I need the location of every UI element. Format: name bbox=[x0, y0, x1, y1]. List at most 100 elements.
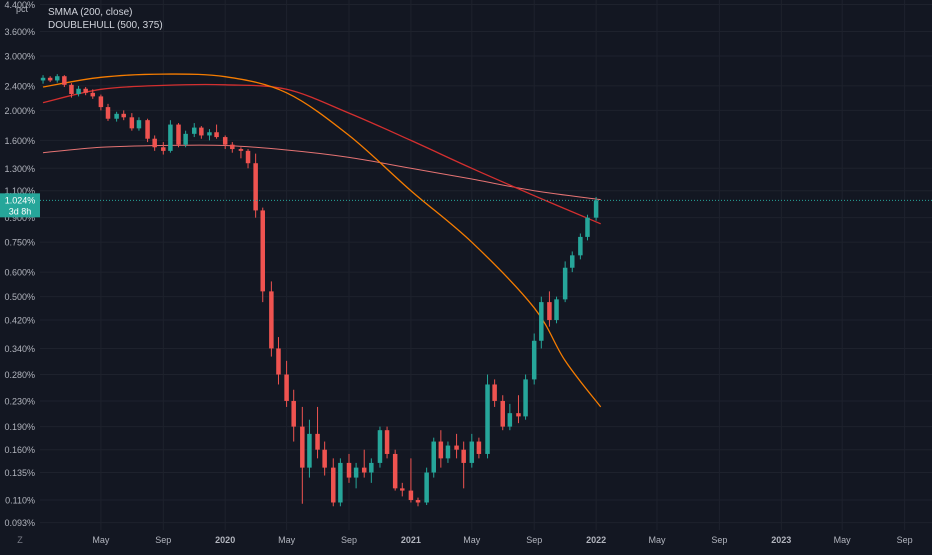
candle bbox=[62, 75, 67, 88]
candle bbox=[307, 419, 312, 478]
candle bbox=[238, 147, 244, 159]
y-tick-label: 0.280% bbox=[4, 370, 35, 380]
candle-body bbox=[222, 137, 228, 145]
candle bbox=[338, 458, 343, 507]
candle bbox=[176, 123, 181, 148]
candle-body bbox=[55, 76, 60, 81]
y-tick-label: 4.400% bbox=[4, 0, 35, 10]
candle bbox=[424, 467, 429, 506]
candle-body bbox=[136, 120, 142, 129]
candle bbox=[593, 196, 599, 221]
candle-body bbox=[276, 348, 281, 375]
candle-body bbox=[377, 430, 383, 463]
candle-body bbox=[554, 299, 559, 321]
candle bbox=[578, 233, 583, 260]
last-price-marker: 1.024%3d 8h bbox=[0, 193, 932, 218]
candle bbox=[392, 449, 398, 491]
candle-body bbox=[469, 441, 475, 463]
candle bbox=[369, 458, 374, 483]
last-price-badge bbox=[0, 193, 40, 218]
candle bbox=[222, 135, 228, 150]
candle bbox=[90, 89, 96, 99]
candle bbox=[554, 296, 559, 324]
candle bbox=[516, 395, 521, 424]
candle bbox=[445, 441, 451, 463]
y-tick-label: 0.160% bbox=[4, 445, 35, 455]
y-axis[interactable]: 4.400% 3.600% 3.000% 2.400% 2.000% 1.600% 1.30… bbox=[4, 0, 35, 528]
candle bbox=[98, 94, 104, 111]
x-tick-label: 2023 bbox=[771, 535, 791, 545]
y-tick-label: 0.900% bbox=[4, 213, 35, 223]
indicator-legend: SMMA (200, close) DOUBLEHULL (500, 375) bbox=[48, 6, 163, 32]
candle-body bbox=[315, 433, 320, 450]
timezone-button: Z bbox=[17, 535, 23, 545]
candle bbox=[585, 214, 590, 241]
candle bbox=[547, 291, 552, 327]
candle-body bbox=[114, 113, 119, 119]
smma-line bbox=[42, 144, 601, 201]
candle bbox=[145, 118, 150, 143]
candle-body bbox=[253, 163, 258, 211]
candle-body bbox=[230, 144, 235, 150]
y-tick-label: 0.110% bbox=[5, 496, 35, 506]
legend-item-doublehull[interactable]: DOUBLEHULL (500, 375) bbox=[48, 20, 163, 31]
y-tick-label: 1.600% bbox=[4, 136, 35, 146]
candle-body bbox=[207, 132, 212, 136]
candle-body bbox=[214, 132, 219, 138]
candle-body bbox=[76, 88, 81, 94]
x-tick-label: May bbox=[834, 535, 852, 545]
y-tick-label: 0.750% bbox=[4, 238, 35, 248]
candle-body bbox=[585, 217, 590, 237]
x-tick-label: Sep bbox=[897, 535, 913, 545]
candle bbox=[230, 142, 235, 153]
candle-body bbox=[121, 113, 126, 118]
y-tick-label: 0.420% bbox=[4, 316, 35, 326]
candle-body bbox=[331, 467, 336, 503]
candle bbox=[461, 441, 466, 489]
candle-body bbox=[523, 379, 528, 417]
candle-body bbox=[392, 453, 398, 489]
candle-body bbox=[105, 107, 111, 119]
candle bbox=[152, 135, 157, 151]
candlesticks bbox=[40, 74, 599, 507]
candle bbox=[331, 458, 336, 507]
candle-body bbox=[346, 462, 352, 478]
candle-body bbox=[593, 200, 599, 218]
y-tick-label: 3.000% bbox=[4, 51, 35, 61]
candle bbox=[492, 379, 497, 407]
candle bbox=[400, 482, 405, 497]
candle bbox=[438, 430, 444, 468]
candle-body bbox=[307, 433, 312, 468]
candle bbox=[121, 110, 126, 121]
x-tick-label: May bbox=[463, 535, 481, 545]
y-tick-label: 0.340% bbox=[4, 344, 35, 354]
candle-body bbox=[415, 500, 421, 503]
candle-body bbox=[183, 133, 188, 145]
candle bbox=[469, 433, 475, 468]
candle-body bbox=[507, 413, 513, 427]
candle-body bbox=[152, 138, 157, 148]
candle-body bbox=[269, 291, 274, 349]
candle-body bbox=[161, 147, 166, 151]
candle bbox=[485, 374, 490, 459]
doublehull-line-b bbox=[42, 83, 601, 225]
candle-body bbox=[40, 77, 46, 81]
candle-body bbox=[438, 441, 444, 459]
candle-body bbox=[300, 426, 305, 468]
candle bbox=[523, 374, 528, 420]
candle bbox=[361, 449, 367, 478]
candle-body bbox=[431, 441, 436, 473]
candle-body bbox=[353, 467, 359, 478]
candle-body bbox=[90, 92, 96, 97]
candle-body bbox=[492, 384, 497, 401]
legend-item-smma[interactable]: SMMA (200, close) bbox=[48, 7, 133, 18]
x-tick-label: 2020 bbox=[215, 535, 235, 545]
x-tick-label: May bbox=[92, 535, 110, 545]
candle bbox=[476, 437, 482, 459]
candle-body bbox=[562, 267, 568, 300]
x-tick-label: 2022 bbox=[586, 535, 606, 545]
x-axis[interactable]: May Sep 2020 May Sep 2021 May Sep 2022 May Sep 2023… bbox=[17, 535, 912, 545]
candle-body bbox=[461, 449, 466, 463]
